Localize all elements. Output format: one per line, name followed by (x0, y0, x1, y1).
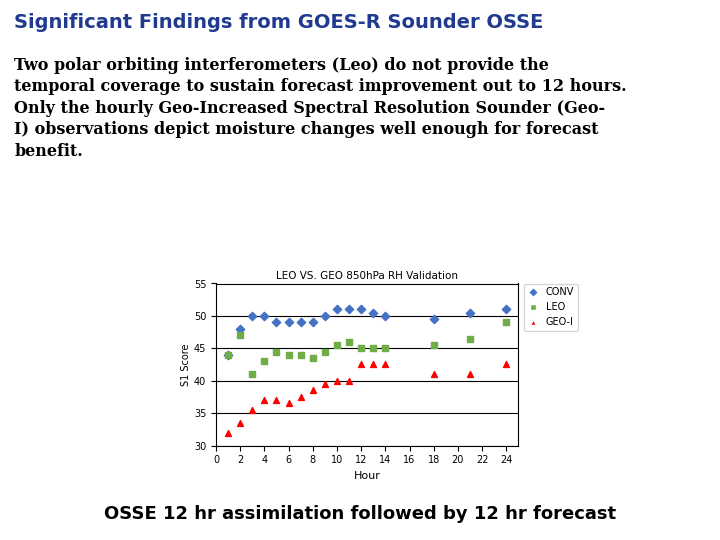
Title: LEO VS. GEO 850hPa RH Validation: LEO VS. GEO 850hPa RH Validation (276, 271, 458, 281)
Point (367, 344, 379, 353)
Point (500, 305, 512, 314)
Point (222, 350, 234, 359)
Point (246, 406, 258, 414)
Point (464, 334, 476, 343)
Point (379, 360, 391, 369)
Point (367, 308, 379, 317)
Point (500, 318, 512, 327)
Point (246, 312, 258, 320)
Point (222, 350, 234, 359)
Point (343, 376, 355, 385)
Text: OSSE 12 hr assimilation followed by 12 hr forecast: OSSE 12 hr assimilation followed by 12 h… (104, 505, 616, 523)
Point (283, 350, 294, 359)
Point (235, 325, 246, 333)
Point (271, 347, 282, 356)
Point (367, 360, 379, 369)
Y-axis label: S1 Score: S1 Score (181, 343, 191, 386)
Point (307, 318, 318, 327)
Point (379, 312, 391, 320)
Point (319, 380, 330, 388)
Point (331, 376, 343, 385)
Point (283, 399, 294, 408)
Point (464, 370, 476, 379)
Point (319, 347, 330, 356)
Point (246, 370, 258, 379)
X-axis label: Hour: Hour (354, 471, 381, 481)
Point (343, 305, 355, 314)
Point (356, 344, 367, 353)
Point (428, 370, 439, 379)
Point (307, 354, 318, 362)
Point (271, 318, 282, 327)
Point (258, 396, 270, 404)
Point (258, 312, 270, 320)
Point (500, 360, 512, 369)
Point (331, 341, 343, 349)
Point (331, 305, 343, 314)
Text: Two polar orbiting interferometers (Leo) do not provide the
temporal coverage to: Two polar orbiting interferometers (Leo)… (14, 57, 627, 160)
Point (271, 396, 282, 404)
Point (464, 308, 476, 317)
Point (222, 428, 234, 437)
Point (295, 393, 307, 401)
Point (319, 312, 330, 320)
Point (379, 344, 391, 353)
Point (283, 318, 294, 327)
Point (343, 338, 355, 346)
Point (295, 318, 307, 327)
Point (428, 315, 439, 323)
Point (295, 350, 307, 359)
Point (258, 357, 270, 366)
Legend: CONV, LEO, GEO-I: CONV, LEO, GEO-I (524, 284, 578, 331)
Point (356, 305, 367, 314)
Point (235, 331, 246, 340)
Point (356, 360, 367, 369)
Point (307, 386, 318, 395)
Point (428, 341, 439, 349)
Text: Significant Findings from GOES-R Sounder OSSE: Significant Findings from GOES-R Sounder… (14, 14, 544, 32)
Point (235, 418, 246, 427)
